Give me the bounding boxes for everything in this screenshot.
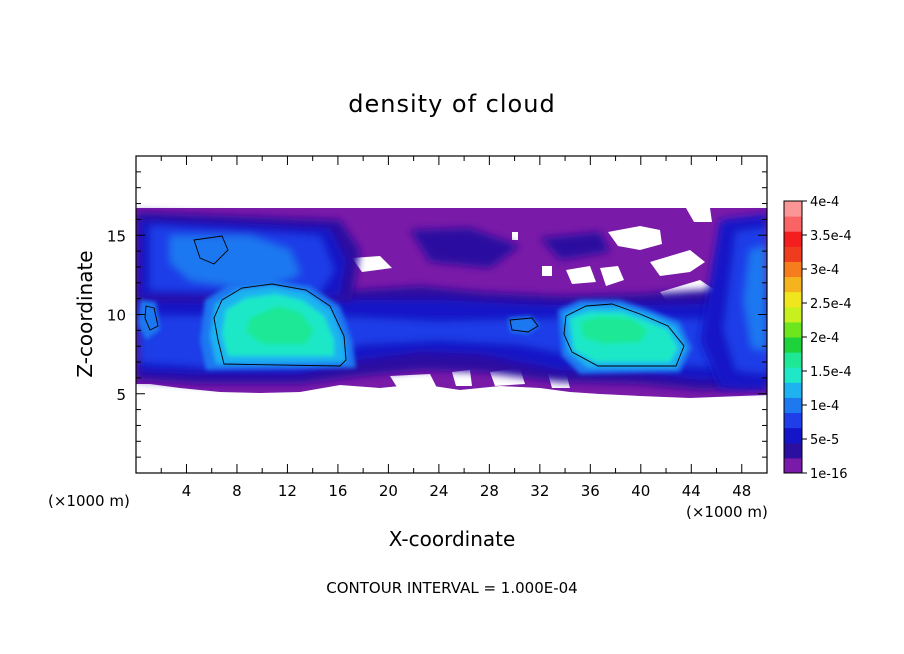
- x-axis: 4 8 12 16 20 24 28 32 36 40 44 48: [160, 156, 751, 500]
- colorbar-swatch: [784, 382, 802, 398]
- colorbar-swatch: [784, 291, 802, 308]
- upper-left-cloud: [136, 212, 360, 300]
- colorbar-swatch: [784, 337, 802, 353]
- chart-title: density of cloud: [348, 90, 555, 118]
- colorbar: 1e-16 5e-5 1e-4 1.5e-4 2e-4 2.5e-4 3e-4 3.5e-4 4…: [783, 195, 852, 482]
- x-tick-label: 40: [631, 482, 650, 500]
- colorbar-label: 5e-5: [810, 433, 839, 448]
- contour-lines: [144, 235, 685, 367]
- colorbar-label: 3e-4: [810, 263, 839, 278]
- colorbar-label: 2e-4: [810, 331, 839, 346]
- x-tick-label: 12: [278, 482, 297, 500]
- x-tick-label: 32: [530, 482, 549, 500]
- x-tick-label: 24: [429, 482, 448, 500]
- x-tick-label: 8: [232, 482, 242, 500]
- contour-left-edge: [144, 305, 159, 331]
- x-tick-label: 28: [480, 482, 499, 500]
- colorbar-swatch: [784, 216, 802, 232]
- colorbar-swatch: [784, 231, 802, 247]
- contour-left-core: [213, 283, 347, 367]
- colorbar-label: 1e-4: [810, 399, 839, 414]
- colorbar-swatch: [784, 276, 802, 293]
- contour-upper-left-cell: [193, 235, 229, 265]
- colorbar-label: 1e-16: [810, 467, 848, 482]
- y-axis-title: Z-coordinate: [73, 250, 97, 377]
- colorbar-swatch: [784, 246, 802, 262]
- colorbar-swatch: [784, 442, 802, 459]
- y-tick-label: 5: [116, 386, 126, 404]
- y-tick-label: 10: [107, 307, 126, 325]
- right-cloud-core: [558, 300, 692, 374]
- x-tick-label: 36: [581, 482, 600, 500]
- contour-right-core: [563, 303, 685, 367]
- contour-mid-cell: [509, 317, 539, 333]
- x-axis-title: X-coordinate: [389, 527, 516, 551]
- x-tick-label: 16: [328, 482, 347, 500]
- upper-mid-cloud: [410, 228, 610, 268]
- colorbar-swatch: [784, 306, 802, 323]
- y-axis: 5 10 15: [107, 171, 767, 458]
- x-unit-right: (×1000 m): [686, 503, 768, 521]
- colorbar-label: 3.5e-4: [810, 229, 852, 244]
- colorbar-label: 1.5e-4: [810, 365, 852, 380]
- colorbar-swatch: [784, 412, 802, 429]
- colorbar-swatch: [784, 201, 802, 217]
- y-tick-label: 15: [107, 227, 126, 245]
- colorbar-label: 2.5e-4: [810, 297, 852, 312]
- colorbar-swatch: [784, 427, 802, 444]
- right-edge-cloud: [700, 214, 767, 390]
- colorbar-swatch: [784, 367, 802, 383]
- colorbar-label: 4e-4: [810, 195, 839, 210]
- colorbar-swatch: [784, 261, 802, 278]
- colorbar-swatch: [784, 321, 802, 338]
- colorbar-swatch: [784, 352, 802, 368]
- x-unit-left: (×1000 m): [48, 492, 130, 510]
- x-tick-label: 44: [682, 482, 701, 500]
- colorbar-swatch: [784, 397, 802, 414]
- x-tick-label: 48: [732, 482, 751, 500]
- heatmap-field: [136, 208, 767, 398]
- left-cloud-core: [200, 280, 356, 370]
- x-tick-label: 4: [182, 482, 192, 500]
- colorbar-swatch: [784, 457, 802, 474]
- contour-interval-note: CONTOUR INTERVAL = 1.000E-04: [326, 579, 577, 597]
- x-tick-label: 20: [379, 482, 398, 500]
